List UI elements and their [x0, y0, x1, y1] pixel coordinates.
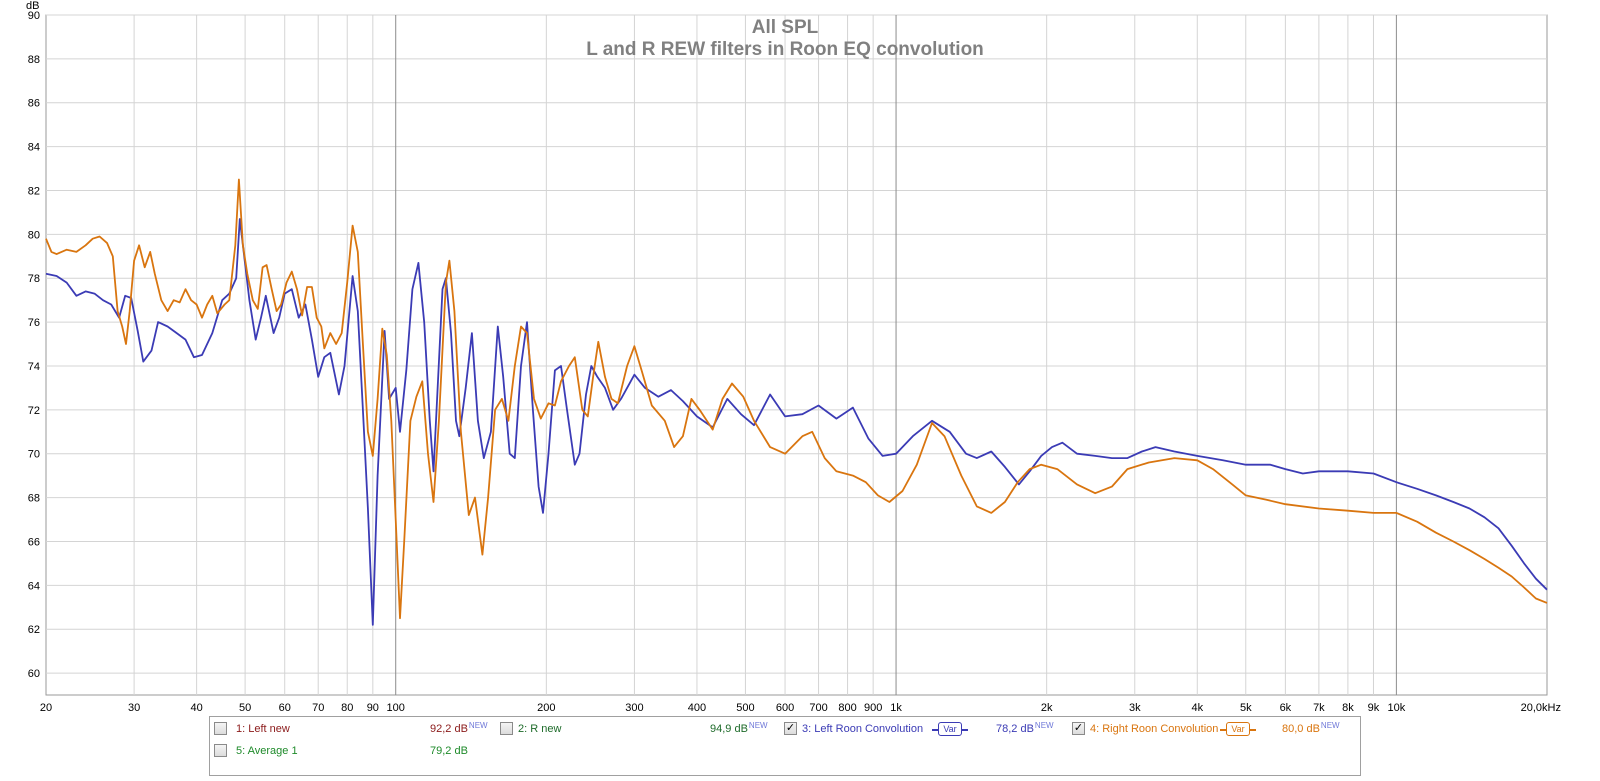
chart-title: All SPL — [752, 17, 819, 38]
x-tick-label: 900 — [864, 702, 882, 714]
x-tick-label: 90 — [367, 702, 379, 714]
y-tick-label: 76 — [28, 317, 40, 329]
x-tick-label: 2k — [1041, 702, 1053, 714]
y-tick-label: 74 — [28, 361, 40, 373]
x-tick-label: 200 — [537, 702, 555, 714]
x-tick-label: 1k — [890, 702, 902, 714]
y-tick-label: 80 — [28, 229, 40, 241]
x-tick-label: 70 — [312, 702, 324, 714]
x-tick-label: 50 — [239, 702, 251, 714]
chart-ticks: 60 62 64 66 68 70 72 74 76 78 80 82 84 86 88 90 20 30 40 50… — [28, 10, 1561, 714]
x-tick-label: 20 — [40, 702, 52, 714]
legend-item-r-new[interactable]: 2: R new 94,9 dBNEW — [500, 720, 780, 738]
y-tick-label: 82 — [28, 185, 40, 197]
legend-label: 4: Right Roon Convolution — [1090, 723, 1219, 735]
chart-series — [45, 178, 1548, 626]
legend-checkbox[interactable] — [214, 743, 227, 757]
y-tick-label: 86 — [28, 98, 40, 110]
legend-item-left-roon-convolution[interactable]: ✓ 3: Left Roon Convolution Var 78,2 dBNE… — [784, 720, 1074, 738]
x-tick-label: 7k — [1313, 702, 1325, 714]
legend-checkbox[interactable] — [214, 721, 227, 735]
new-badge: NEW — [468, 721, 488, 730]
x-tick-label: 40 — [190, 702, 202, 714]
legend-checkbox[interactable] — [500, 721, 513, 735]
legend-value: 94,9 dBNEW — [710, 721, 768, 735]
legend-value: 80,0 dBNEW — [1282, 721, 1340, 735]
y-tick-label: 84 — [28, 142, 40, 154]
y-tick-label: 90 — [28, 10, 40, 22]
legend-label: 5: Average 1 — [236, 745, 298, 757]
x-tick-label: 4k — [1191, 702, 1203, 714]
var-button[interactable]: Var — [1226, 722, 1250, 736]
y-tick-label: 70 — [28, 449, 40, 461]
x-tick-label: 8k — [1342, 702, 1354, 714]
legend-item-average-1[interactable]: 5: Average 1 79,2 dB — [214, 742, 494, 760]
legend-item-left-new[interactable]: 1: Left new 92,2 dBNEW — [214, 720, 494, 738]
y-tick-label: 60 — [28, 668, 40, 680]
legend-value: 92,2 dBNEW — [430, 721, 488, 735]
legend-label: 1: Left new — [236, 723, 290, 735]
x-tick-label: 700 — [809, 702, 827, 714]
legend-value: 78,2 dBNEW — [996, 721, 1054, 735]
y-tick-label: 64 — [28, 580, 40, 592]
x-tick-label: 20,0kHz — [1521, 702, 1561, 714]
x-tick-label: 3k — [1129, 702, 1141, 714]
x-tick-label: 800 — [838, 702, 856, 714]
legend-label: 2: R new — [518, 723, 562, 735]
legend-value: 79,2 dB — [430, 745, 468, 757]
chart-subtitle: L and R REW filters in Roon EQ convoluti… — [586, 39, 984, 60]
x-tick-label: 9k — [1368, 702, 1380, 714]
y-tick-label: 88 — [28, 54, 40, 66]
x-tick-label: 80 — [341, 702, 353, 714]
x-tick-label: 30 — [128, 702, 140, 714]
legend-label: 3: Left Roon Convolution — [802, 723, 924, 735]
x-tick-label: 100 — [387, 702, 405, 714]
new-badge: NEW — [1034, 721, 1054, 730]
x-tick-label: 5k — [1240, 702, 1252, 714]
y-tick-label: 66 — [28, 536, 40, 548]
var-button[interactable]: Var — [938, 722, 962, 736]
y-axis-label: dB — [26, 0, 39, 12]
legend-item-right-roon-convolution[interactable]: ✓ 4: Right Roon Convolution Var 80,0 dBN… — [1072, 720, 1358, 738]
legend-checkbox[interactable]: ✓ — [784, 721, 797, 735]
legend-checkbox[interactable]: ✓ — [1072, 721, 1085, 735]
x-tick-label: 10k — [1388, 702, 1406, 714]
x-tick-label: 6k — [1280, 702, 1292, 714]
x-tick-label: 60 — [279, 702, 291, 714]
chart-grid — [45, 14, 1548, 696]
y-tick-label: 78 — [28, 273, 40, 285]
x-tick-label: 400 — [688, 702, 706, 714]
x-tick-label: 600 — [776, 702, 794, 714]
y-tick-label: 68 — [28, 493, 40, 505]
new-badge: NEW — [748, 721, 768, 730]
x-tick-label: 500 — [736, 702, 754, 714]
x-tick-label: 300 — [625, 702, 643, 714]
new-badge: NEW — [1320, 721, 1340, 730]
legend-panel: 1: Left new 92,2 dBNEW 2: R new 94,9 dBN… — [209, 716, 1361, 776]
y-tick-label: 72 — [28, 405, 40, 417]
series-line — [45, 178, 1548, 620]
plot-area — [45, 14, 1548, 696]
y-tick-label: 62 — [28, 624, 40, 636]
